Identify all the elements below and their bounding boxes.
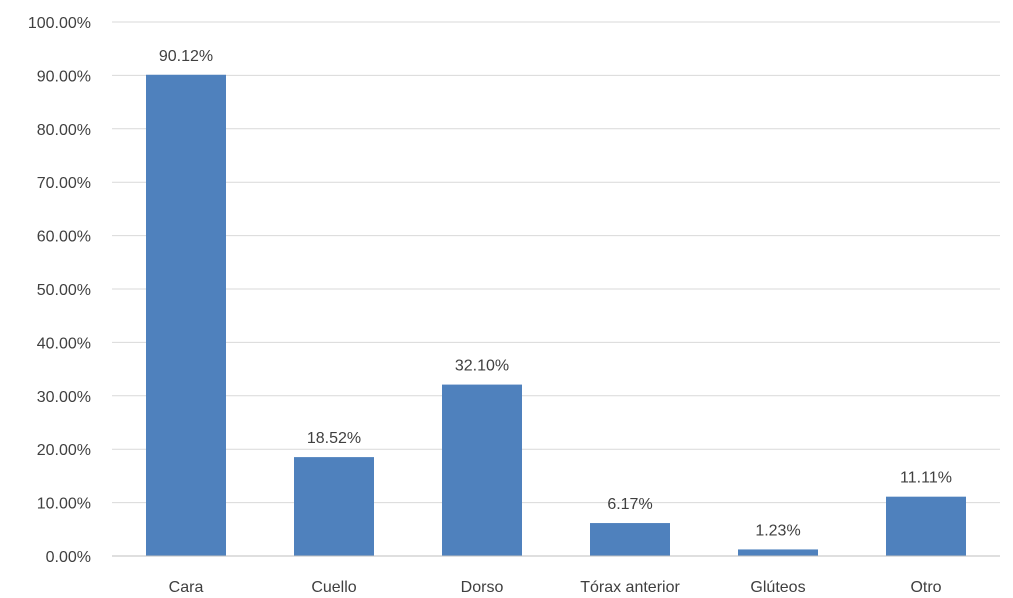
y-tick-label: 80.00% [37,122,91,139]
x-axis-category-labels: Cara Cuello Dorso Tórax anterior Glúteos Otro [169,579,942,596]
bar [738,549,818,556]
data-label: 90.12% [159,48,213,65]
bars [146,74,966,556]
data-label: 32.10% [455,358,509,375]
bar [442,384,522,556]
data-label: 18.52% [307,430,361,447]
y-tick-label: 20.00% [37,442,91,459]
y-tick-label: 90.00% [37,68,91,85]
y-tick-label: 70.00% [37,175,91,192]
y-tick-label: 50.00% [37,282,91,299]
category-label: Cuello [311,579,356,596]
y-tick-label: 40.00% [37,335,91,352]
y-tick-label: 30.00% [37,389,91,406]
y-axis-tick-labels: 0.00% 10.00% 20.00% 30.00% 40.00% 50.00% 60.00… [28,15,91,566]
y-tick-label: 10.00% [37,496,91,513]
data-labels: 90.12% 18.52% 32.10% 6.17% 1.23% 11.11% [159,48,952,540]
data-label: 1.23% [755,522,800,539]
category-label: Glúteos [750,579,805,596]
y-tick-label: 100.00% [28,15,91,32]
bar [146,74,226,556]
category-label: Cara [169,579,204,596]
bar [886,496,966,556]
y-tick-label: 60.00% [37,229,91,246]
data-label: 6.17% [607,496,652,513]
bar [294,457,374,556]
y-tick-label: 0.00% [46,549,91,566]
gridlines [112,21,1000,504]
bar [590,523,670,556]
data-label: 11.11% [900,470,952,487]
category-label: Tórax anterior [580,579,680,596]
category-label: Otro [910,579,941,596]
category-label: Dorso [461,579,504,596]
